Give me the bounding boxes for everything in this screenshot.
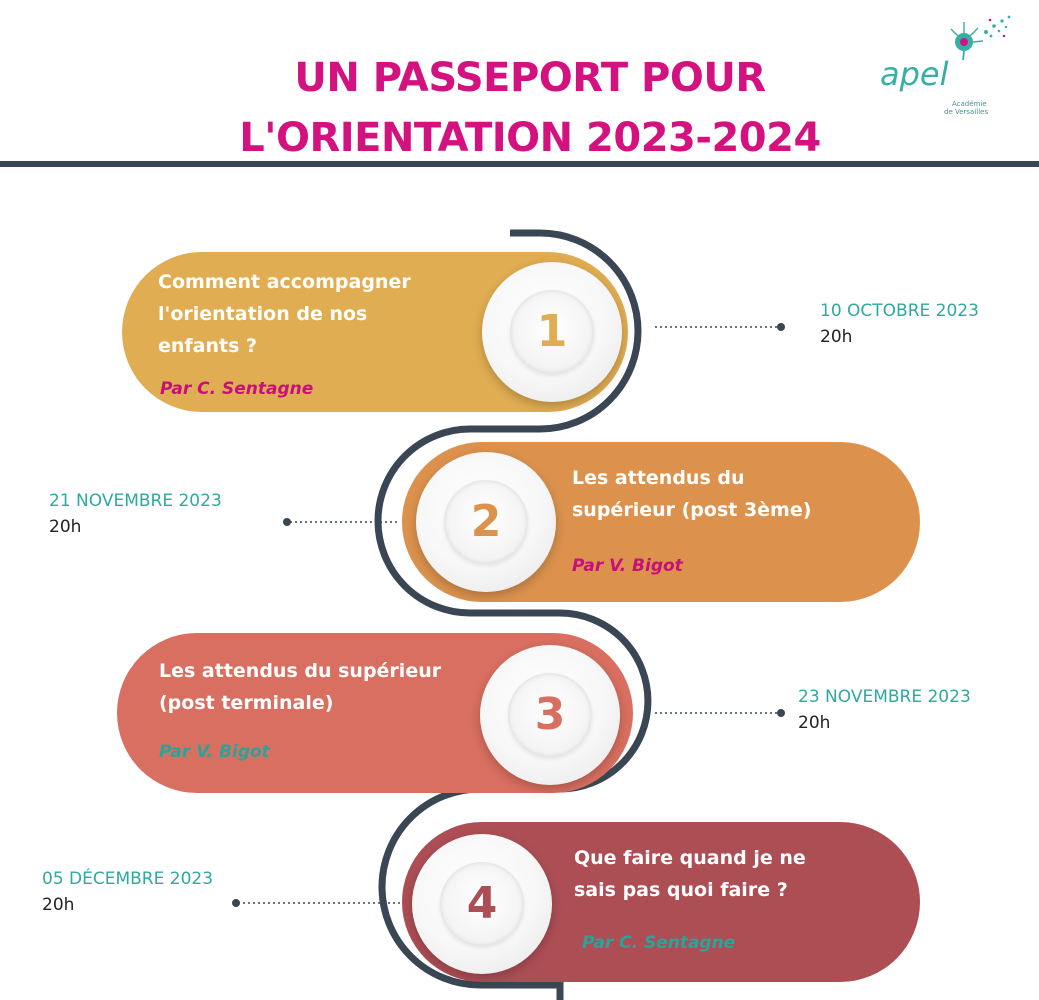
session-date-2: 21 NOVEMBRE 2023: [49, 491, 222, 511]
session-topic-4: Que faire quand je ne sais pas quoi fair…: [574, 847, 806, 901]
page-title: UN PASSEPORT POUR L'ORIENTATION 2023-202…: [130, 48, 930, 168]
session-date-3: 23 NOVEMBRE 2023: [798, 687, 971, 707]
session-date-block-1: 10 OCTOBRE 2023 20h: [820, 298, 979, 350]
session-date-block-4: 05 DÉCEMBRE 2023 20h: [42, 866, 213, 918]
session-date-1: 10 OCTOBRE 2023: [820, 301, 979, 321]
session-time-2: 20h: [49, 517, 82, 537]
session-date-4: 05 DÉCEMBRE 2023: [42, 869, 214, 889]
session-author-3: Par V. Bigot: [159, 742, 270, 762]
session-date-block-2: 21 NOVEMBRE 2023 20h: [49, 488, 222, 540]
logo-wordmark: apel: [880, 55, 949, 93]
session-topic-3: Les attendus du supérieur (post terminal…: [159, 660, 442, 714]
logo-subtitle-2: de Versailles: [944, 108, 989, 116]
session-number-3: 3: [534, 689, 566, 740]
header-divider: [0, 161, 1039, 167]
session-topic-1: Comment accompagner l'orientation de nos…: [158, 271, 411, 357]
session-number-badge-1: 1: [482, 262, 622, 402]
session-author-1: Par C. Sentagne: [160, 379, 314, 399]
session-time-4: 20h: [42, 895, 75, 915]
session-date-block-3: 23 NOVEMBRE 2023 20h: [798, 684, 971, 736]
session-topic-2: Les attendus du supérieur (post 3ème): [572, 467, 812, 521]
logo-subtitle-1: Académie: [952, 100, 987, 108]
session-number-4: 4: [466, 878, 498, 929]
title-line-1: UN PASSEPORT POUR: [294, 55, 766, 101]
session-author-2: Par V. Bigot: [572, 556, 683, 576]
session-author-4: Par C. Sentagne: [582, 933, 736, 953]
dandelion-icon: [950, 15, 1011, 60]
apel-logo: apel Académie de Versailles: [866, 4, 1016, 124]
session-time-3: 20h: [798, 713, 831, 733]
session-number-badge-3: 3: [480, 645, 620, 785]
session-number-1: 1: [536, 306, 568, 357]
session-number-badge-2: 2: [416, 452, 556, 592]
session-number-2: 2: [470, 496, 502, 547]
title-line-2: L'ORIENTATION 2023-2024: [239, 115, 821, 161]
session-time-1: 20h: [820, 327, 853, 347]
session-number-badge-4: 4: [412, 834, 552, 974]
